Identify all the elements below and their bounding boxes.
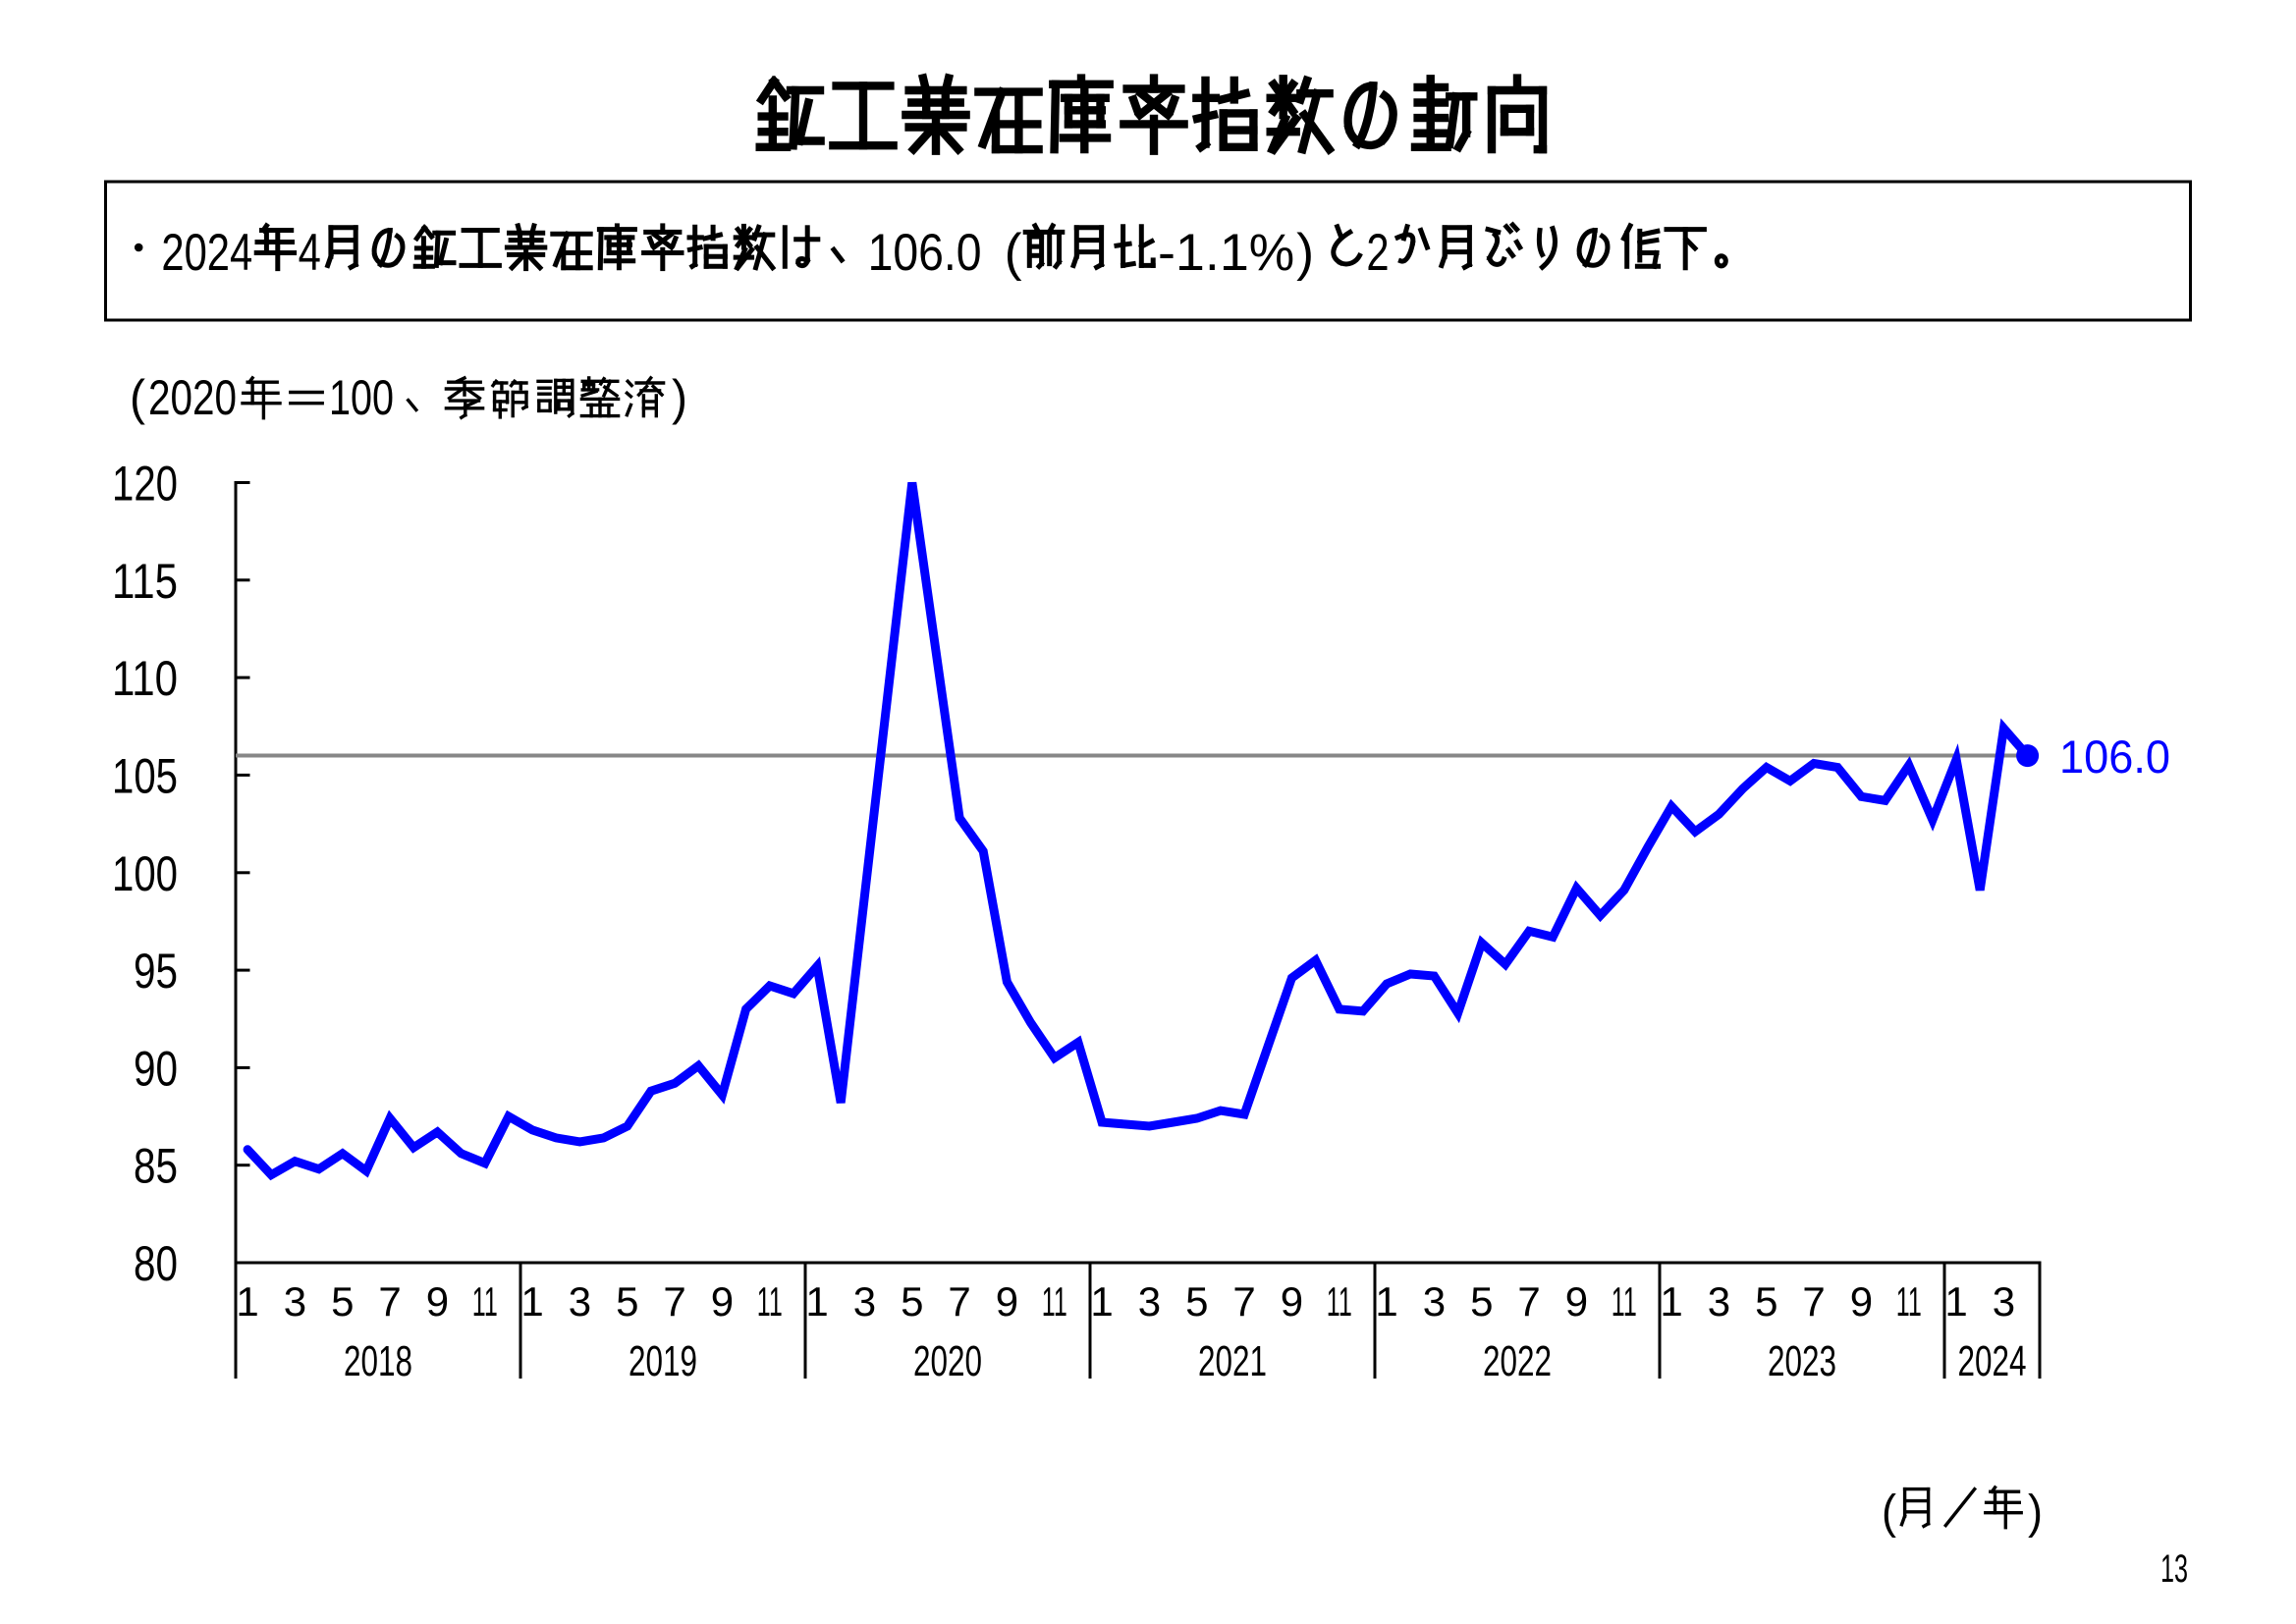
svg-text:85: 85: [134, 1139, 178, 1194]
svg-text:13: 13: [2160, 1547, 2188, 1591]
svg-text:11: 11: [757, 1278, 783, 1325]
svg-text:2024: 2024: [1958, 1337, 2027, 1385]
svg-text:%: %: [1249, 224, 1294, 282]
svg-text:3: 3: [1138, 1278, 1161, 1325]
svg-text:110: 110: [112, 651, 178, 706]
svg-text:9: 9: [711, 1278, 734, 1325]
svg-text:1: 1: [236, 1278, 258, 1325]
svg-text:11: 11: [1042, 1278, 1067, 1325]
svg-text:7: 7: [948, 1278, 970, 1325]
svg-text:9: 9: [1850, 1278, 1873, 1325]
svg-text:90: 90: [134, 1041, 178, 1096]
svg-text:2020: 2020: [913, 1337, 982, 1385]
svg-text:1: 1: [1375, 1278, 1397, 1325]
svg-text:2020: 2020: [148, 370, 237, 425]
svg-text:9: 9: [1565, 1278, 1588, 1325]
svg-text:5: 5: [1755, 1278, 1777, 1325]
svg-text:): ): [672, 370, 687, 425]
svg-text:(: (: [1005, 224, 1022, 282]
svg-text:5: 5: [331, 1278, 354, 1325]
svg-text:100: 100: [112, 846, 178, 901]
svg-text:(: (: [130, 370, 145, 425]
svg-text:11: 11: [1612, 1278, 1637, 1325]
svg-text:9: 9: [996, 1278, 1018, 1325]
svg-text:5: 5: [1470, 1278, 1493, 1325]
svg-text:3: 3: [1993, 1278, 2015, 1325]
svg-text:(: (: [1882, 1487, 1896, 1539]
svg-text:2022: 2022: [1483, 1337, 1552, 1385]
svg-text:80: 80: [134, 1236, 178, 1291]
svg-text:3: 3: [284, 1278, 306, 1325]
svg-text:3: 3: [1708, 1278, 1730, 1325]
svg-text:100: 100: [329, 370, 394, 425]
svg-text:2021: 2021: [1198, 1337, 1267, 1385]
svg-text:120: 120: [112, 457, 178, 512]
svg-text:5: 5: [616, 1278, 638, 1325]
svg-text:-1.1: -1.1: [1158, 224, 1249, 282]
svg-text:2018: 2018: [344, 1337, 412, 1385]
svg-text:3: 3: [569, 1278, 591, 1325]
svg-text:1: 1: [1944, 1278, 1967, 1325]
svg-text:11: 11: [472, 1278, 498, 1325]
svg-text:7: 7: [378, 1278, 401, 1325]
svg-text:11: 11: [1896, 1278, 1922, 1325]
svg-text:7: 7: [1802, 1278, 1825, 1325]
svg-text:4: 4: [299, 224, 321, 282]
svg-text:7: 7: [1232, 1278, 1255, 1325]
svg-text:3: 3: [853, 1278, 876, 1325]
svg-text:): ): [2028, 1487, 2043, 1539]
svg-text:106.0: 106.0: [868, 224, 982, 282]
svg-text:1: 1: [1090, 1278, 1113, 1325]
svg-text:3: 3: [1423, 1278, 1446, 1325]
svg-text:1: 1: [1660, 1278, 1682, 1325]
svg-text:9: 9: [1281, 1278, 1303, 1325]
svg-text:11: 11: [1327, 1278, 1352, 1325]
svg-text:7: 7: [1517, 1278, 1540, 1325]
svg-text:105: 105: [112, 748, 178, 803]
svg-text:2: 2: [1366, 224, 1389, 282]
svg-text:7: 7: [663, 1278, 685, 1325]
svg-text:1: 1: [805, 1278, 828, 1325]
svg-text:115: 115: [112, 554, 178, 609]
svg-text:9: 9: [426, 1278, 449, 1325]
svg-text:2019: 2019: [629, 1337, 697, 1385]
svg-text:1: 1: [520, 1278, 543, 1325]
svg-text:5: 5: [1185, 1278, 1208, 1325]
svg-text:): ): [1296, 224, 1314, 282]
svg-text:106.0: 106.0: [2059, 731, 2170, 783]
svg-text:2023: 2023: [1768, 1337, 1836, 1385]
svg-text:95: 95: [134, 944, 178, 999]
svg-text:5: 5: [901, 1278, 923, 1325]
svg-text:2024: 2024: [161, 224, 252, 282]
